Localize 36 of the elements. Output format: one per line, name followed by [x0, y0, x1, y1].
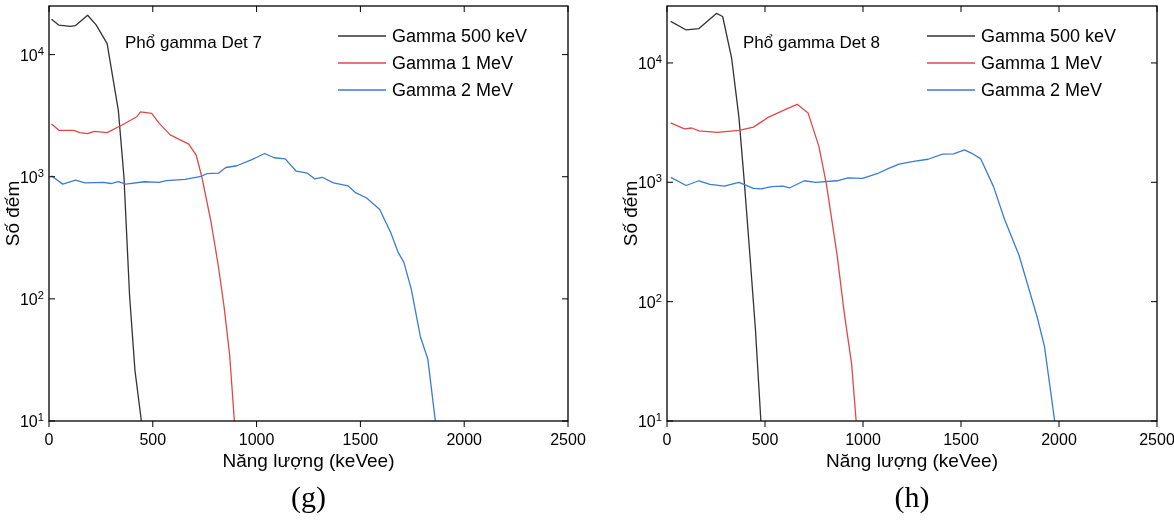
x-axis-title: Năng lượng (keVee) — [222, 450, 395, 471]
legend-label: Gamma 1 MeV — [392, 53, 514, 73]
x-tick-label: 2000 — [1041, 431, 1077, 448]
legend-label: Gamma 500 keV — [392, 26, 528, 46]
x-tick-label: 2000 — [446, 431, 483, 448]
legend-label: Gamma 500 keV — [981, 26, 1117, 46]
y-tick-label: 10$^{4}$ — [637, 52, 662, 72]
text: (g) — [291, 480, 326, 514]
line-series — [670, 149, 1056, 421]
x-tick-label: 0 — [662, 431, 672, 448]
y-tick-label: 10$^{3}$ — [19, 166, 44, 186]
y-tick-label: 10$^{1}$ — [637, 411, 662, 430]
x-tick-label: 500 — [139, 431, 167, 448]
y-tick-label: 10$^{4}$ — [19, 44, 44, 64]
y-tick-label: 10$^{3}$ — [637, 172, 662, 192]
line-series — [670, 103, 857, 421]
x-tick-label: 2500 — [1139, 431, 1174, 448]
x-tick-label: 1000 — [845, 431, 881, 448]
x-tick-label: 0 — [44, 431, 54, 448]
line-series — [50, 152, 436, 421]
legend-label: Gamma 1 MeV — [981, 53, 1103, 73]
text: (h) — [894, 480, 930, 514]
x-tick-label: 1000 — [238, 431, 275, 448]
text: Phổ gamma Det 8 — [743, 33, 881, 52]
x-axis-title: Năng lượng (keVee) — [826, 450, 998, 471]
x-tick-label: 500 — [751, 431, 779, 448]
text: Phổ gamma Det 7 — [125, 33, 263, 52]
x-tick-label: 2500 — [550, 431, 586, 448]
y-tick-label: 10$^{2}$ — [19, 288, 44, 308]
x-tick-label: 1500 — [342, 431, 379, 448]
x-tick-label: 1500 — [943, 431, 979, 448]
y-tick-label: 10$^{2}$ — [637, 291, 662, 311]
line-series — [50, 111, 236, 421]
legend-label: Gamma 2 MeV — [981, 80, 1103, 100]
legend-label: Gamma 2 MeV — [392, 80, 514, 100]
y-tick-label: 10$^{1}$ — [19, 411, 44, 430]
